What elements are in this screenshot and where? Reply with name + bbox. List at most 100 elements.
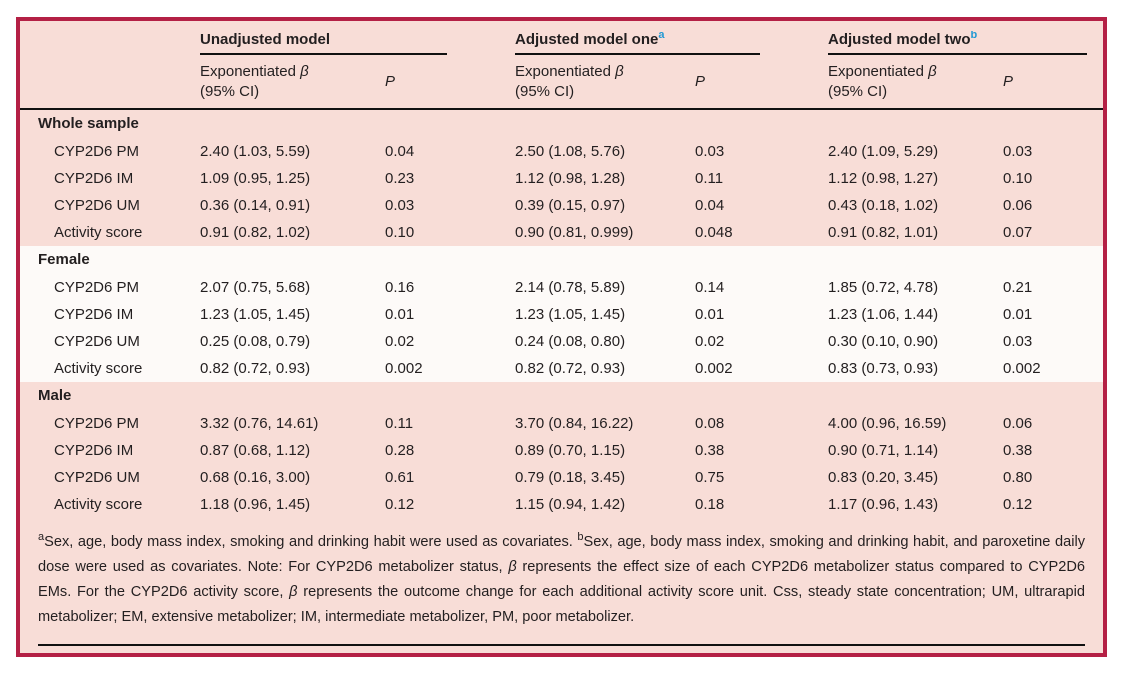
table-row: CYP2D6 PM 3.32 (0.76, 14.61) 0.11 3.70 (…: [20, 410, 1103, 437]
section-label: Whole sample: [38, 115, 139, 132]
caption-label: Table 3: [38, 655, 89, 657]
row-label: CYP2D6 IM: [54, 170, 134, 187]
cell: 1.12 (0.98, 1.27): [828, 170, 939, 187]
cell: 0.03: [695, 143, 725, 160]
column-group-label: Adjusted model one: [515, 31, 659, 48]
cell: 0.90 (0.81, 0.999): [515, 224, 634, 241]
row-label: CYP2D6 UM: [54, 197, 140, 214]
cell: 0.08: [695, 415, 725, 432]
cell: 0.91 (0.82, 1.02): [200, 224, 311, 241]
row-label: CYP2D6 IM: [54, 306, 134, 323]
cell: 0.11: [695, 170, 724, 187]
row-label: CYP2D6 UM: [54, 333, 140, 350]
cell: 4.00 (0.96, 16.59): [828, 415, 947, 432]
column-group-unadjusted: Unadjusted model: [200, 31, 515, 55]
cell: 0.07: [1003, 224, 1033, 241]
row-label: CYP2D6 PM: [54, 143, 140, 160]
cell: 0.02: [385, 333, 415, 350]
table-header: Unadjusted model Adjusted model onea Adj…: [20, 21, 1103, 110]
cell: 2.07 (0.75, 5.68): [200, 279, 311, 296]
table-row: Activity score 0.91 (0.82, 1.02) 0.10 0.…: [20, 219, 1103, 246]
cell: 0.06: [1003, 415, 1033, 432]
cell: 1.23 (1.05, 1.45): [515, 306, 626, 323]
cell: 2.40 (1.09, 5.29): [828, 143, 939, 160]
table-row: CYP2D6 PM 2.40 (1.03, 5.59) 0.04 2.50 (1…: [20, 138, 1103, 165]
cell: 2.14 (0.78, 5.89): [515, 279, 626, 296]
cell: 0.90 (0.71, 1.14): [828, 442, 939, 459]
table-row: CYP2D6 IM 0.87 (0.68, 1.12) 0.28 0.89 (0…: [20, 437, 1103, 464]
beta-symbol: β: [508, 559, 517, 575]
column-group-row: Unadjusted model Adjusted model onea Adj…: [20, 21, 1103, 55]
footnote-superscript-b: b: [577, 531, 584, 544]
cell: 0.80: [1003, 469, 1033, 486]
cell: 0.03: [385, 197, 415, 214]
table-row: CYP2D6 IM 1.09 (0.95, 1.25) 0.23 1.12 (0…: [20, 165, 1103, 192]
cell: 0.002: [695, 360, 733, 377]
table-caption: Table 3: The impact of CYP2D6 metabolic …: [20, 646, 1103, 657]
cell: 0.89 (0.70, 1.15): [515, 442, 626, 459]
column-group-label: Adjusted model two: [828, 31, 971, 48]
cell: 0.18: [695, 496, 725, 513]
table-row: CYP2D6 UM 0.36 (0.14, 0.91) 0.03 0.39 (0…: [20, 192, 1103, 219]
beta-symbol: β: [928, 63, 937, 80]
table-row: Activity score 1.18 (0.96, 1.45) 0.12 1.…: [20, 491, 1103, 518]
section-label: Male: [38, 387, 72, 404]
row-label: CYP2D6 PM: [54, 415, 140, 432]
cell: 0.61: [385, 469, 415, 486]
col-header-exp-beta: Exponentiated β (95% CI): [828, 63, 937, 100]
cell: 0.002: [1003, 360, 1041, 377]
row-label: CYP2D6 UM: [54, 469, 140, 486]
footnote-superscript-a: a: [38, 531, 45, 544]
cell: 0.06: [1003, 197, 1033, 214]
superscript-a: a: [658, 31, 665, 41]
cell: 0.16: [385, 279, 415, 296]
cell: 0.24 (0.08, 0.80): [515, 333, 626, 350]
section-whole-sample: Whole sample CYP2D6 PM 2.40 (1.03, 5.59)…: [20, 110, 1103, 246]
cell: 0.83 (0.73, 0.93): [828, 360, 939, 377]
cell: 0.02: [695, 333, 725, 350]
cell: 0.10: [385, 224, 415, 241]
cell: 0.10: [1003, 170, 1033, 187]
cell: 1.23 (1.05, 1.45): [200, 306, 311, 323]
col-header-p: P: [695, 73, 706, 90]
table-row: CYP2D6 UM 0.25 (0.08, 0.79) 0.02 0.24 (0…: [20, 328, 1103, 355]
cell: 0.68 (0.16, 3.00): [200, 469, 311, 486]
col-header-exp-beta: Exponentiated β (95% CI): [515, 63, 624, 100]
beta-symbol: β: [615, 63, 624, 80]
cell: 0.04: [695, 197, 725, 214]
cell: 1.18 (0.96, 1.45): [200, 496, 311, 513]
cell: 0.38: [695, 442, 725, 459]
row-label: CYP2D6 PM: [54, 279, 140, 296]
cell: 0.03: [1003, 333, 1033, 350]
superscript-b: b: [970, 31, 978, 41]
caption-divider: [38, 644, 1085, 646]
cell: 1.15 (0.94, 1.42): [515, 496, 626, 513]
row-label: Activity score: [54, 496, 143, 513]
table-row: CYP2D6 UM 0.68 (0.16, 3.00) 0.61 0.79 (0…: [20, 464, 1103, 491]
cell: 1.09 (0.95, 1.25): [200, 170, 311, 187]
cell: 3.32 (0.76, 14.61): [200, 415, 319, 432]
cell: 0.82 (0.72, 0.93): [200, 360, 311, 377]
cell: 0.79 (0.18, 3.45): [515, 469, 626, 486]
cell: 0.43 (0.18, 1.02): [828, 197, 939, 214]
col-header-p: P: [1003, 73, 1014, 90]
table-row: CYP2D6 PM 2.07 (0.75, 5.68) 0.16 2.14 (0…: [20, 274, 1103, 301]
row-label: Activity score: [54, 360, 143, 377]
cell: 0.36 (0.14, 0.91): [200, 197, 311, 214]
cell: 3.70 (0.84, 16.22): [515, 415, 634, 432]
cell: 0.14: [695, 279, 725, 296]
paper-table-frame: Unadjusted model Adjusted model onea Adj…: [16, 17, 1107, 657]
cell: 0.23: [385, 170, 415, 187]
cell: 0.25 (0.08, 0.79): [200, 333, 311, 350]
cell: 1.23 (1.06, 1.44): [828, 306, 939, 323]
cell: 0.30 (0.10, 0.90): [828, 333, 939, 350]
cell: 0.01: [385, 306, 415, 323]
caption-text: : The impact of CYP2D6 metabolic phenoty…: [89, 655, 753, 657]
cell: 0.82 (0.72, 0.93): [515, 360, 626, 377]
section-label: Female: [38, 251, 90, 268]
column-group-adjusted-two: Adjusted model twob: [828, 31, 1103, 55]
table-row: CYP2D6 IM 1.23 (1.05, 1.45) 0.01 1.23 (1…: [20, 301, 1103, 328]
section-female: Female CYP2D6 PM 2.07 (0.75, 5.68) 0.16 …: [20, 246, 1103, 382]
cell: 1.12 (0.98, 1.28): [515, 170, 626, 187]
cell: 1.17 (0.96, 1.43): [828, 496, 939, 513]
